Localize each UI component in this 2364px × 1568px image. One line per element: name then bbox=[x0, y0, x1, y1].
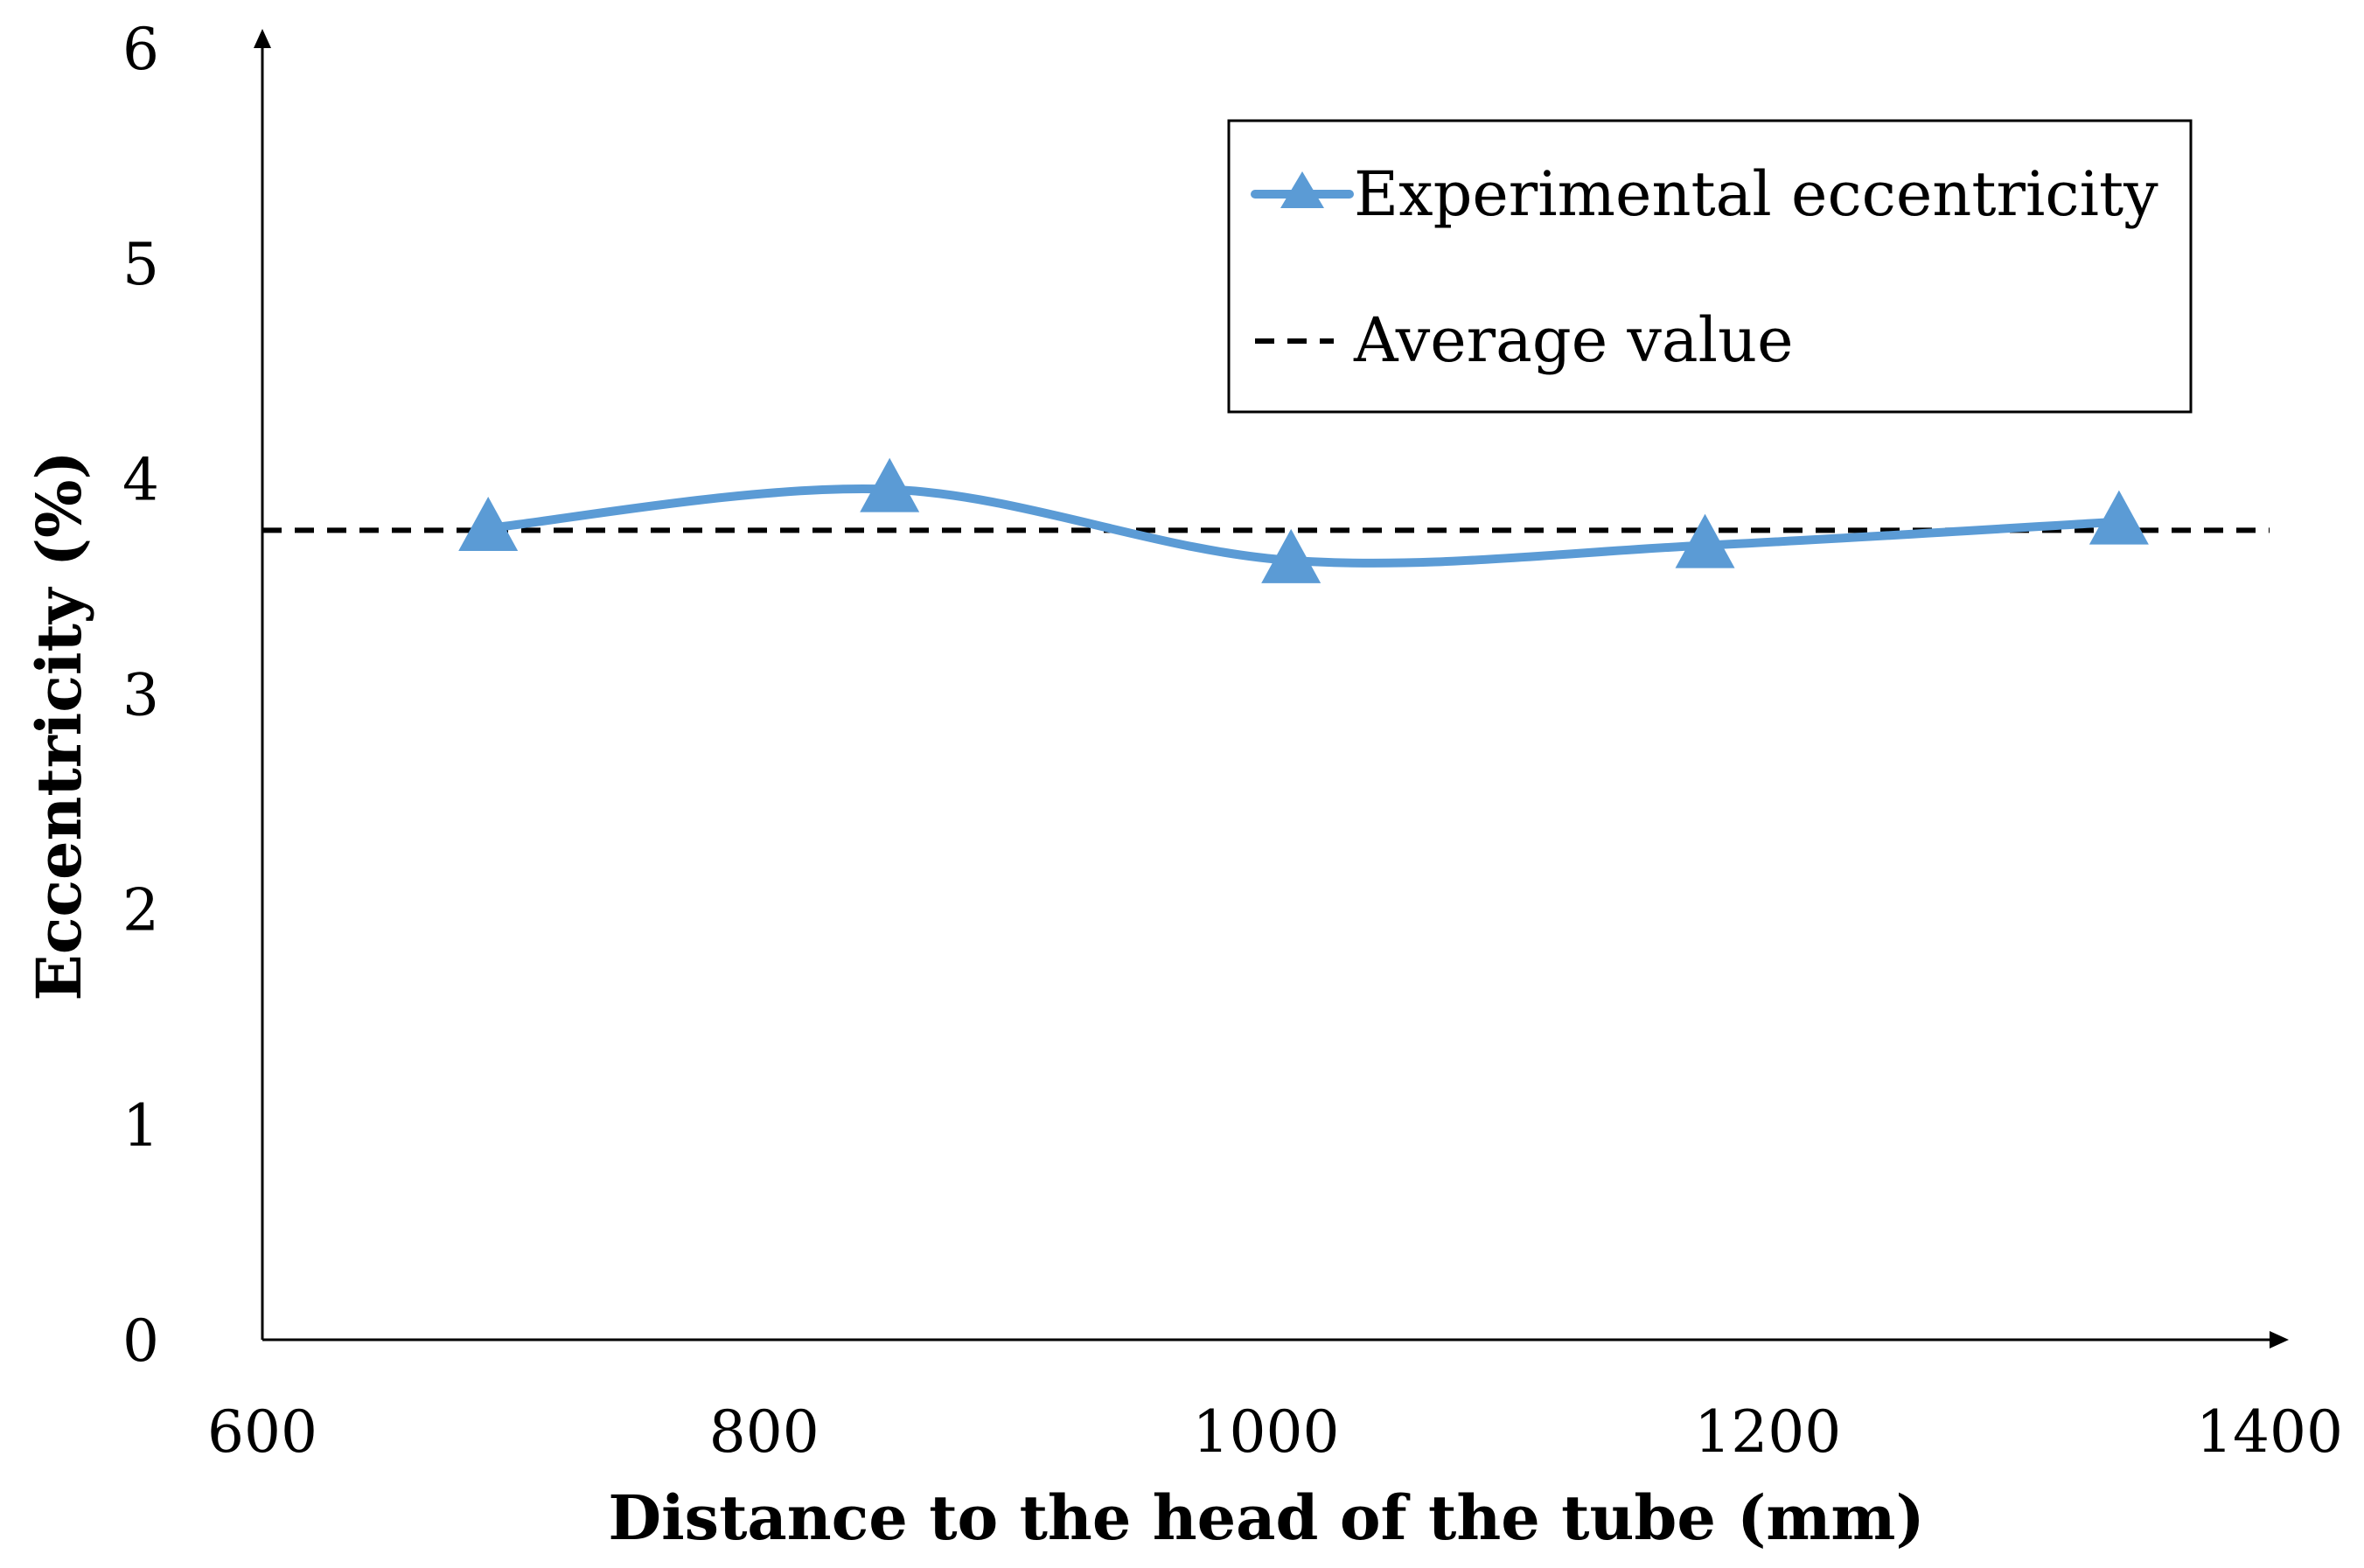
legend: Experimental eccentricity Average value bbox=[1227, 119, 2193, 414]
y-tick-label: 3 bbox=[122, 662, 159, 729]
x-tick-label: 1200 bbox=[1694, 1398, 1841, 1466]
legend-box bbox=[1227, 119, 2193, 414]
axes bbox=[254, 29, 2289, 1348]
y-axis-title: Eccentricity (%) bbox=[23, 450, 95, 1000]
data-point-marker bbox=[458, 496, 519, 551]
y-tick-label: 6 bbox=[122, 16, 159, 83]
legend-label-average: Average value bbox=[1353, 304, 1794, 376]
y-axis-arrow bbox=[254, 29, 271, 48]
y-tick-label: 1 bbox=[122, 1092, 159, 1160]
x-tick-label: 600 bbox=[207, 1398, 317, 1466]
x-axis-title: Distance to the head of the tube (mm) bbox=[608, 1481, 1924, 1554]
y-tick-label: 4 bbox=[122, 446, 159, 513]
x-tick-label: 800 bbox=[709, 1398, 819, 1466]
plot-area bbox=[262, 457, 2270, 583]
data-point-marker bbox=[1675, 513, 1735, 568]
legend-swatch-experimental-marker bbox=[1280, 171, 1324, 208]
y-tick-label: 0 bbox=[122, 1307, 159, 1375]
data-point-marker bbox=[860, 457, 920, 512]
data-point-marker bbox=[2089, 490, 2149, 545]
x-tick-label: 1000 bbox=[1193, 1398, 1340, 1466]
y-tick-label: 2 bbox=[122, 877, 159, 944]
y-tick-label: 5 bbox=[122, 231, 159, 298]
tick-labels: 600 800 1000 1200 1400 0 1 2 3 4 5 6 bbox=[122, 16, 2343, 1466]
x-tick-label: 1400 bbox=[2196, 1398, 2343, 1466]
data-point-marker bbox=[1261, 528, 1321, 583]
x-axis-arrow bbox=[2270, 1331, 2289, 1348]
legend-label-experimental: Experimental eccentricity bbox=[1354, 158, 2158, 230]
